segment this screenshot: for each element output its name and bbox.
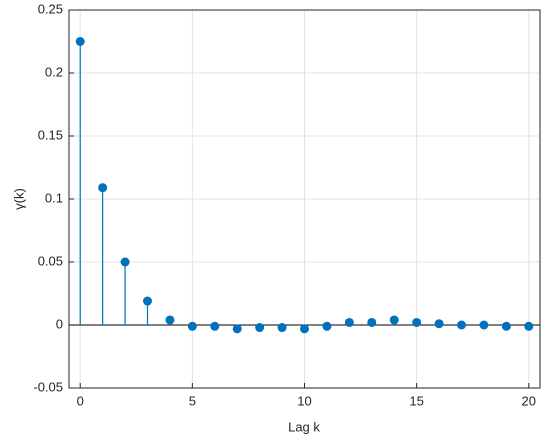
stem-marker <box>120 257 130 267</box>
stem-marker <box>143 296 152 306</box>
stem-marker <box>277 323 287 333</box>
x-tick-label: 5 <box>189 393 196 408</box>
x-tick-label: 10 <box>297 393 311 408</box>
x-tick-label: 20 <box>522 393 536 408</box>
stem-marker <box>255 323 265 333</box>
stem-marker <box>187 321 197 331</box>
y-tick-label: -0.05 <box>33 379 63 394</box>
stem-marker <box>412 317 422 327</box>
stem-marker <box>344 317 354 327</box>
x-axis-label: Lag k <box>288 419 320 434</box>
y-tick-label: 0 <box>56 316 63 331</box>
y-tick-label: 0.25 <box>38 1 63 16</box>
stem-marker <box>524 321 534 331</box>
stem-marker <box>98 183 108 193</box>
y-axis-label: γ(k) <box>11 188 26 210</box>
stem-marker <box>434 319 444 329</box>
y-tick-label: 0.2 <box>45 64 63 79</box>
stem-marker <box>501 321 511 331</box>
stem-marker <box>210 321 220 331</box>
stem-marker <box>367 317 377 327</box>
stem-marker <box>165 315 175 325</box>
stem-marker <box>457 320 466 330</box>
y-tick-label: 0.1 <box>45 190 63 205</box>
x-tick-label: 0 <box>77 393 84 408</box>
stem-marker <box>479 320 489 330</box>
y-tick-label: 0.05 <box>38 253 63 268</box>
stem-marker <box>232 324 242 334</box>
stem-marker <box>322 321 332 331</box>
y-tick-label: 0.15 <box>38 127 63 142</box>
stem-marker <box>300 324 309 334</box>
x-tick-label: 15 <box>409 393 423 408</box>
stem-marker <box>389 315 399 325</box>
plot-frame <box>68 9 541 389</box>
stem-marker <box>75 37 85 46</box>
